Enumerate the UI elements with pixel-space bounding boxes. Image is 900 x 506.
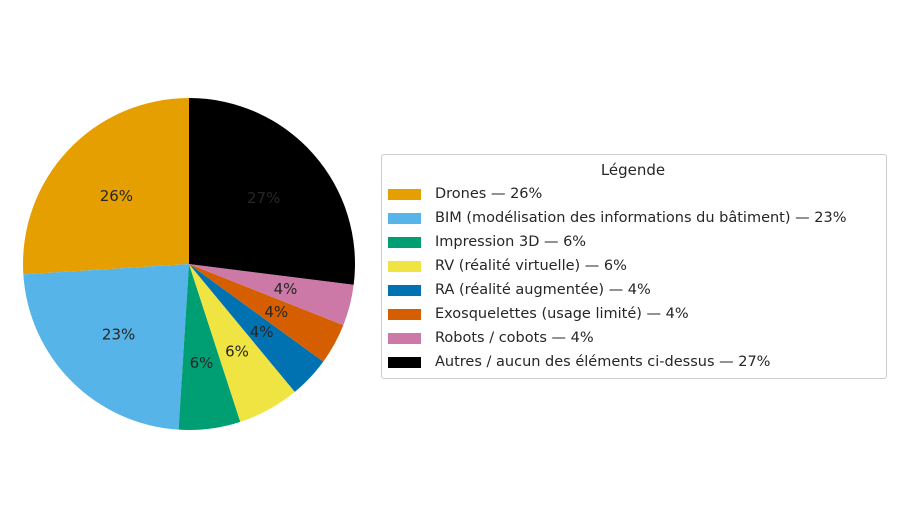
legend-item: Impression 3D — 6%	[388, 230, 878, 254]
pie-pct-label: 23%	[102, 325, 135, 343]
legend-label: Exosquelettes (usage limité) — 4%	[435, 306, 689, 322]
legend-swatch	[388, 260, 421, 272]
pie-slice-2	[23, 264, 189, 430]
legend-title: Légende	[600, 161, 666, 179]
legend-label: RV (réalité virtuelle) — 6%	[435, 258, 627, 274]
pie-slice-3	[178, 264, 241, 430]
legend-swatch	[388, 188, 421, 200]
legend-label: Drones — 26%	[435, 186, 543, 202]
pie-pct-label: 4%	[274, 280, 298, 298]
pie-slice-6	[189, 264, 344, 362]
legend-item: RA (réalité augmentée) — 4%	[388, 278, 878, 302]
pie-slice-8	[189, 98, 355, 285]
legend-swatch	[388, 356, 421, 368]
legend-label: RA (réalité augmentée) — 4%	[435, 282, 651, 298]
legend-swatch	[388, 236, 421, 248]
legend-item: RV (réalité virtuelle) — 6%	[388, 254, 878, 278]
legend-label: Autres / aucun des éléments ci-dessus — …	[435, 354, 771, 370]
pie-pct-label: 4%	[250, 323, 274, 341]
pie-slice-1	[23, 98, 190, 275]
legend-swatch	[388, 308, 421, 320]
legend-items: Drones — 26% BIM (modélisation des inform…	[388, 182, 878, 374]
legend-item: Exosquelettes (usage limité) — 4%	[388, 302, 878, 326]
legend: Légende Drones — 26% BIM (modélisation de…	[381, 154, 887, 379]
legend-swatch	[388, 284, 421, 296]
legend-swatch	[388, 332, 421, 344]
pie-slice-4	[189, 264, 295, 422]
legend-item: Robots / cobots — 4%	[388, 326, 878, 350]
pie-pct-label: 6%	[190, 354, 214, 372]
legend-swatch	[388, 212, 421, 224]
legend-item: Drones — 26%	[388, 182, 878, 206]
pie-pct-label: 4%	[264, 303, 288, 321]
legend-label: BIM (modélisation des informations du bâ…	[435, 210, 847, 226]
pie-slice-7	[189, 264, 354, 326]
pie-pct-label: 27%	[247, 189, 280, 207]
pie-pct-label: 6%	[225, 342, 249, 360]
legend-item: Autres / aucun des éléments ci-dessus — …	[388, 350, 878, 374]
pie-pct-label: 26%	[100, 187, 133, 205]
legend-label: Impression 3D — 6%	[435, 234, 587, 250]
legend-label: Robots / cobots — 4%	[435, 330, 594, 346]
pie-slice-5	[189, 264, 324, 392]
legend-item: BIM (modélisation des informations du bâ…	[388, 206, 878, 230]
